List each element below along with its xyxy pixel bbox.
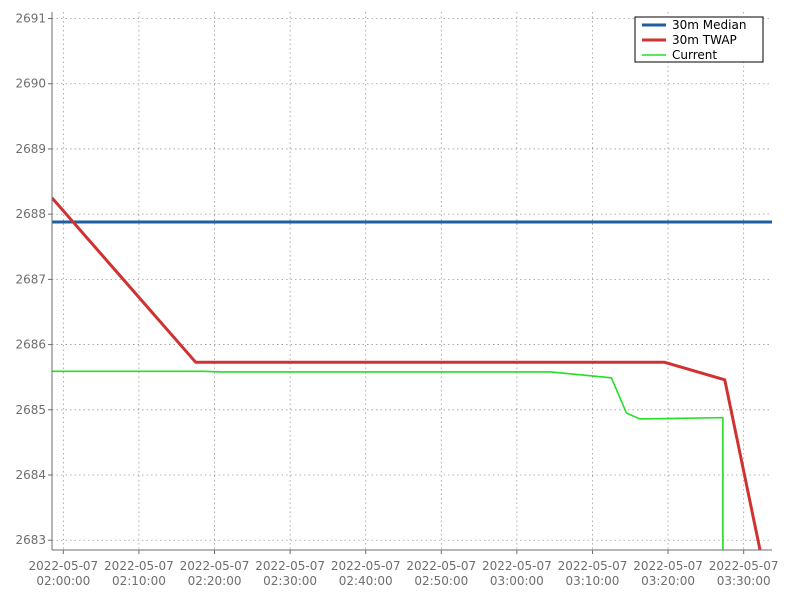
legend-label: 30m Median (672, 18, 746, 32)
x-tick-label-time: 03:00:00 (490, 574, 544, 588)
y-tick-label: 2691 (15, 12, 46, 26)
y-tick-label: 2687 (15, 272, 46, 286)
x-tick-label-time: 02:20:00 (188, 574, 242, 588)
x-tick-label-time: 02:30:00 (263, 574, 317, 588)
series-line-30m-twap (52, 196, 762, 550)
x-tick-label-date: 2022-05-07 (406, 559, 476, 573)
grid-lines (52, 12, 772, 550)
y-tick-label: 2690 (15, 77, 46, 91)
series-line-current (52, 370, 724, 550)
legend-label: Current (672, 48, 717, 62)
x-tick-label-time: 03:30:00 (717, 574, 771, 588)
y-tick-label: 2689 (15, 142, 46, 156)
legend-label: 30m TWAP (672, 33, 737, 47)
y-tick-label: 2688 (15, 207, 46, 221)
x-tick-label-time: 02:10:00 (112, 574, 166, 588)
axes (48, 12, 772, 554)
x-tick-label-time: 02:40:00 (339, 574, 393, 588)
x-tick-label-date: 2022-05-07 (633, 559, 703, 573)
x-tick-label-date: 2022-05-07 (28, 559, 98, 573)
y-tick-label: 2684 (15, 468, 46, 482)
x-tick-label-time: 03:20:00 (641, 574, 695, 588)
x-tick-label-time: 02:50:00 (414, 574, 468, 588)
x-tick-label-time: 03:10:00 (566, 574, 620, 588)
series-lines (52, 196, 772, 550)
x-tick-label-time: 02:00:00 (36, 574, 90, 588)
x-tick-label-date: 2022-05-07 (331, 559, 401, 573)
y-tick-label: 2686 (15, 338, 46, 352)
x-tick-label-date: 2022-05-07 (255, 559, 325, 573)
x-tick-labels: 2022-05-0702:00:002022-05-0702:10:002022… (28, 559, 778, 588)
x-tick-label-date: 2022-05-07 (180, 559, 250, 573)
x-tick-label-date: 2022-05-07 (709, 559, 779, 573)
y-tick-label: 2683 (15, 533, 46, 547)
y-tick-labels: 2683 2684 2685 2686 2687 2688 2689 2690 2691 (15, 12, 46, 548)
x-tick-label-date: 2022-05-07 (558, 559, 628, 573)
y-tick-label: 2685 (15, 403, 46, 417)
x-tick-label-date: 2022-05-07 (482, 559, 552, 573)
x-tick-label-date: 2022-05-07 (104, 559, 174, 573)
